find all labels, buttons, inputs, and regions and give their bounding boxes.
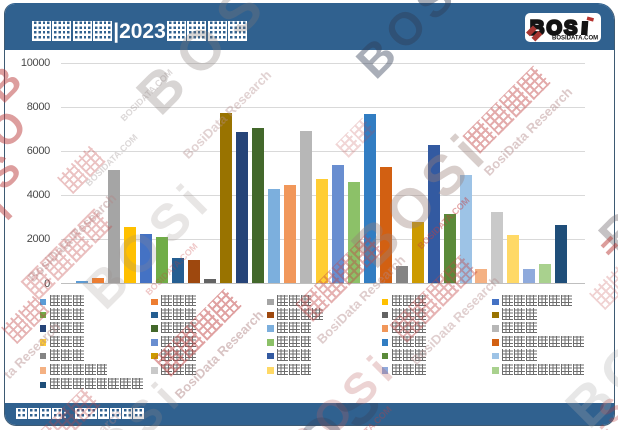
svg-text:BOSIDATA.COM: BOSIDATA.COM — [552, 36, 598, 42]
